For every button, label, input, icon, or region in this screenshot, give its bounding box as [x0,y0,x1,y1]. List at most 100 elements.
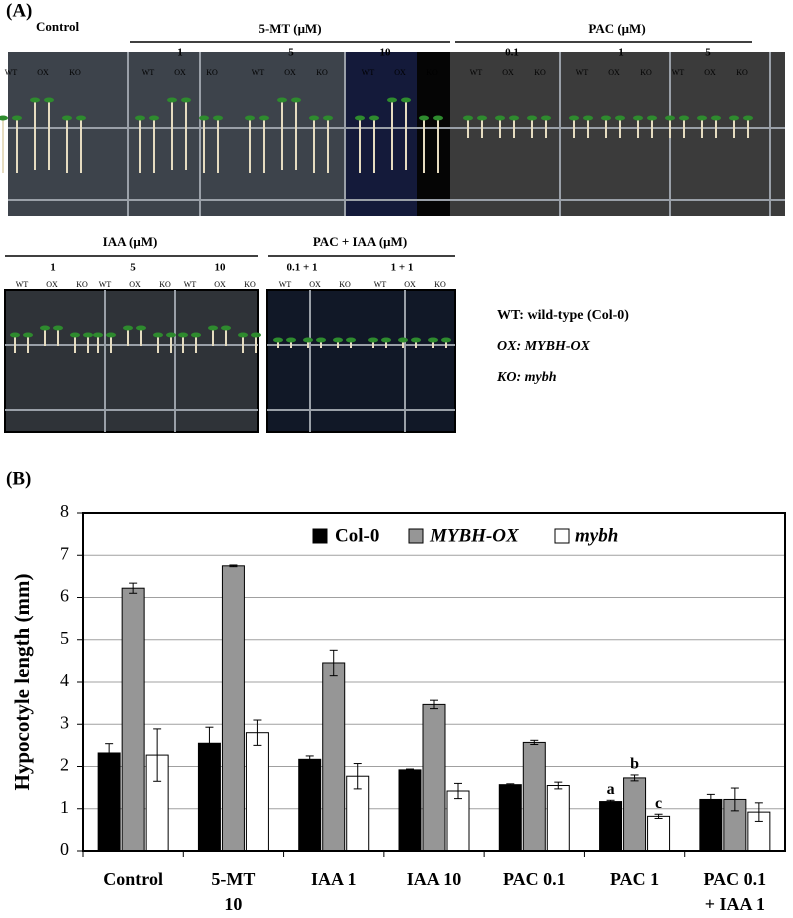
genotype-label: WT [362,68,375,77]
seedling [387,97,397,103]
bar [97,752,121,852]
significance-letter: b [630,756,639,773]
seedling [398,337,408,343]
bar [245,732,269,852]
seedling [0,115,8,121]
genotype-label: OX [129,280,141,289]
seedling [601,115,611,121]
bar [446,790,470,852]
seedling [153,332,163,338]
seedling [62,115,72,121]
x-tick-label: PAC 1 [610,869,659,889]
legend-swatch [312,528,328,544]
x-tick-label: Control [103,869,163,889]
seedling [135,115,145,121]
bar [221,565,245,852]
seedling [286,337,296,343]
y-tick-label: 7 [60,543,69,563]
significance-letter: c [655,795,662,812]
seedling [346,337,356,343]
x-tick-label: PAC 0.1 [503,869,566,889]
y-tick-label: 8 [60,501,69,521]
genotype-label: KO [244,280,256,289]
seedling [711,115,721,121]
genotype-label: KO [159,280,171,289]
seedling [191,332,201,338]
genotype-label: OX [404,280,416,289]
seedling [697,115,707,121]
seedling [245,115,255,121]
seedling [401,97,411,103]
y-tick-label: 2 [60,755,69,775]
y-tick-label: 5 [60,628,69,648]
x-tick-label: 5-MT 10 [211,869,255,914]
seedling [277,97,287,103]
bar [647,815,671,852]
bar [121,587,145,852]
seedling [123,325,133,331]
seedling [23,332,33,338]
genotype-label: KO [69,68,81,77]
photo [4,289,259,433]
y-tick-label: 0 [60,839,69,859]
seedling [259,115,269,121]
seedling [273,337,283,343]
seedling [647,115,657,121]
bar [398,769,422,852]
genotype-label: WT [279,280,292,289]
bar [546,785,570,852]
column-header: Control [36,19,79,34]
seedling [419,115,429,121]
genotype-label: KO [316,68,328,77]
seedling [583,115,593,121]
seedling [333,337,343,343]
bar [498,784,522,852]
seedling [381,337,391,343]
bar [422,703,446,852]
legend-label: Col-0 [335,525,379,546]
seedling [411,337,421,343]
concentration-label: 5 [288,47,294,59]
y-tick-label: 4 [60,670,69,690]
concentration-label: 1 + 1 [391,262,414,274]
seedling [199,115,209,121]
seedling [541,115,551,121]
seedling [428,337,438,343]
x-tick-label: PAC 0.1 + IAA 1 [704,869,767,914]
y-tick-label: 1 [60,797,69,817]
concentration-label: 1 [50,262,56,274]
seedling [303,337,313,343]
genotype-label: WT [184,280,197,289]
genotype-label: KO [339,280,351,289]
concentration-label: 1 [177,47,183,59]
photo [450,52,785,216]
seedling [679,115,689,121]
seedling [633,115,643,121]
genotype-label: WT [5,68,18,77]
concentration-label: 5 [130,262,136,274]
seedling [729,115,739,121]
seedling [477,115,487,121]
concentration-label: 0.1 [505,47,519,59]
group-header: PAC (μM) [588,21,645,36]
seedling [30,97,40,103]
seedling [665,115,675,121]
genotype-label: OX [502,68,514,77]
seedling [83,332,93,338]
group-header: IAA (μM) [103,234,158,249]
genotype-label: WT [576,68,589,77]
legend-text: OX: MYBH-OX [497,339,591,354]
seedling [76,115,86,121]
seedling [743,115,753,121]
photo [266,289,456,433]
seedling [221,325,231,331]
seedling [40,325,50,331]
seedling [12,115,22,121]
seedling [136,325,146,331]
genotype-label: OX [46,280,58,289]
panel-label: (B) [6,468,31,489]
genotype-label: OX [309,280,321,289]
genotype-label: KO [640,68,652,77]
panel-label: (A) [6,0,32,21]
x-tick-label: IAA 10 [407,869,462,889]
